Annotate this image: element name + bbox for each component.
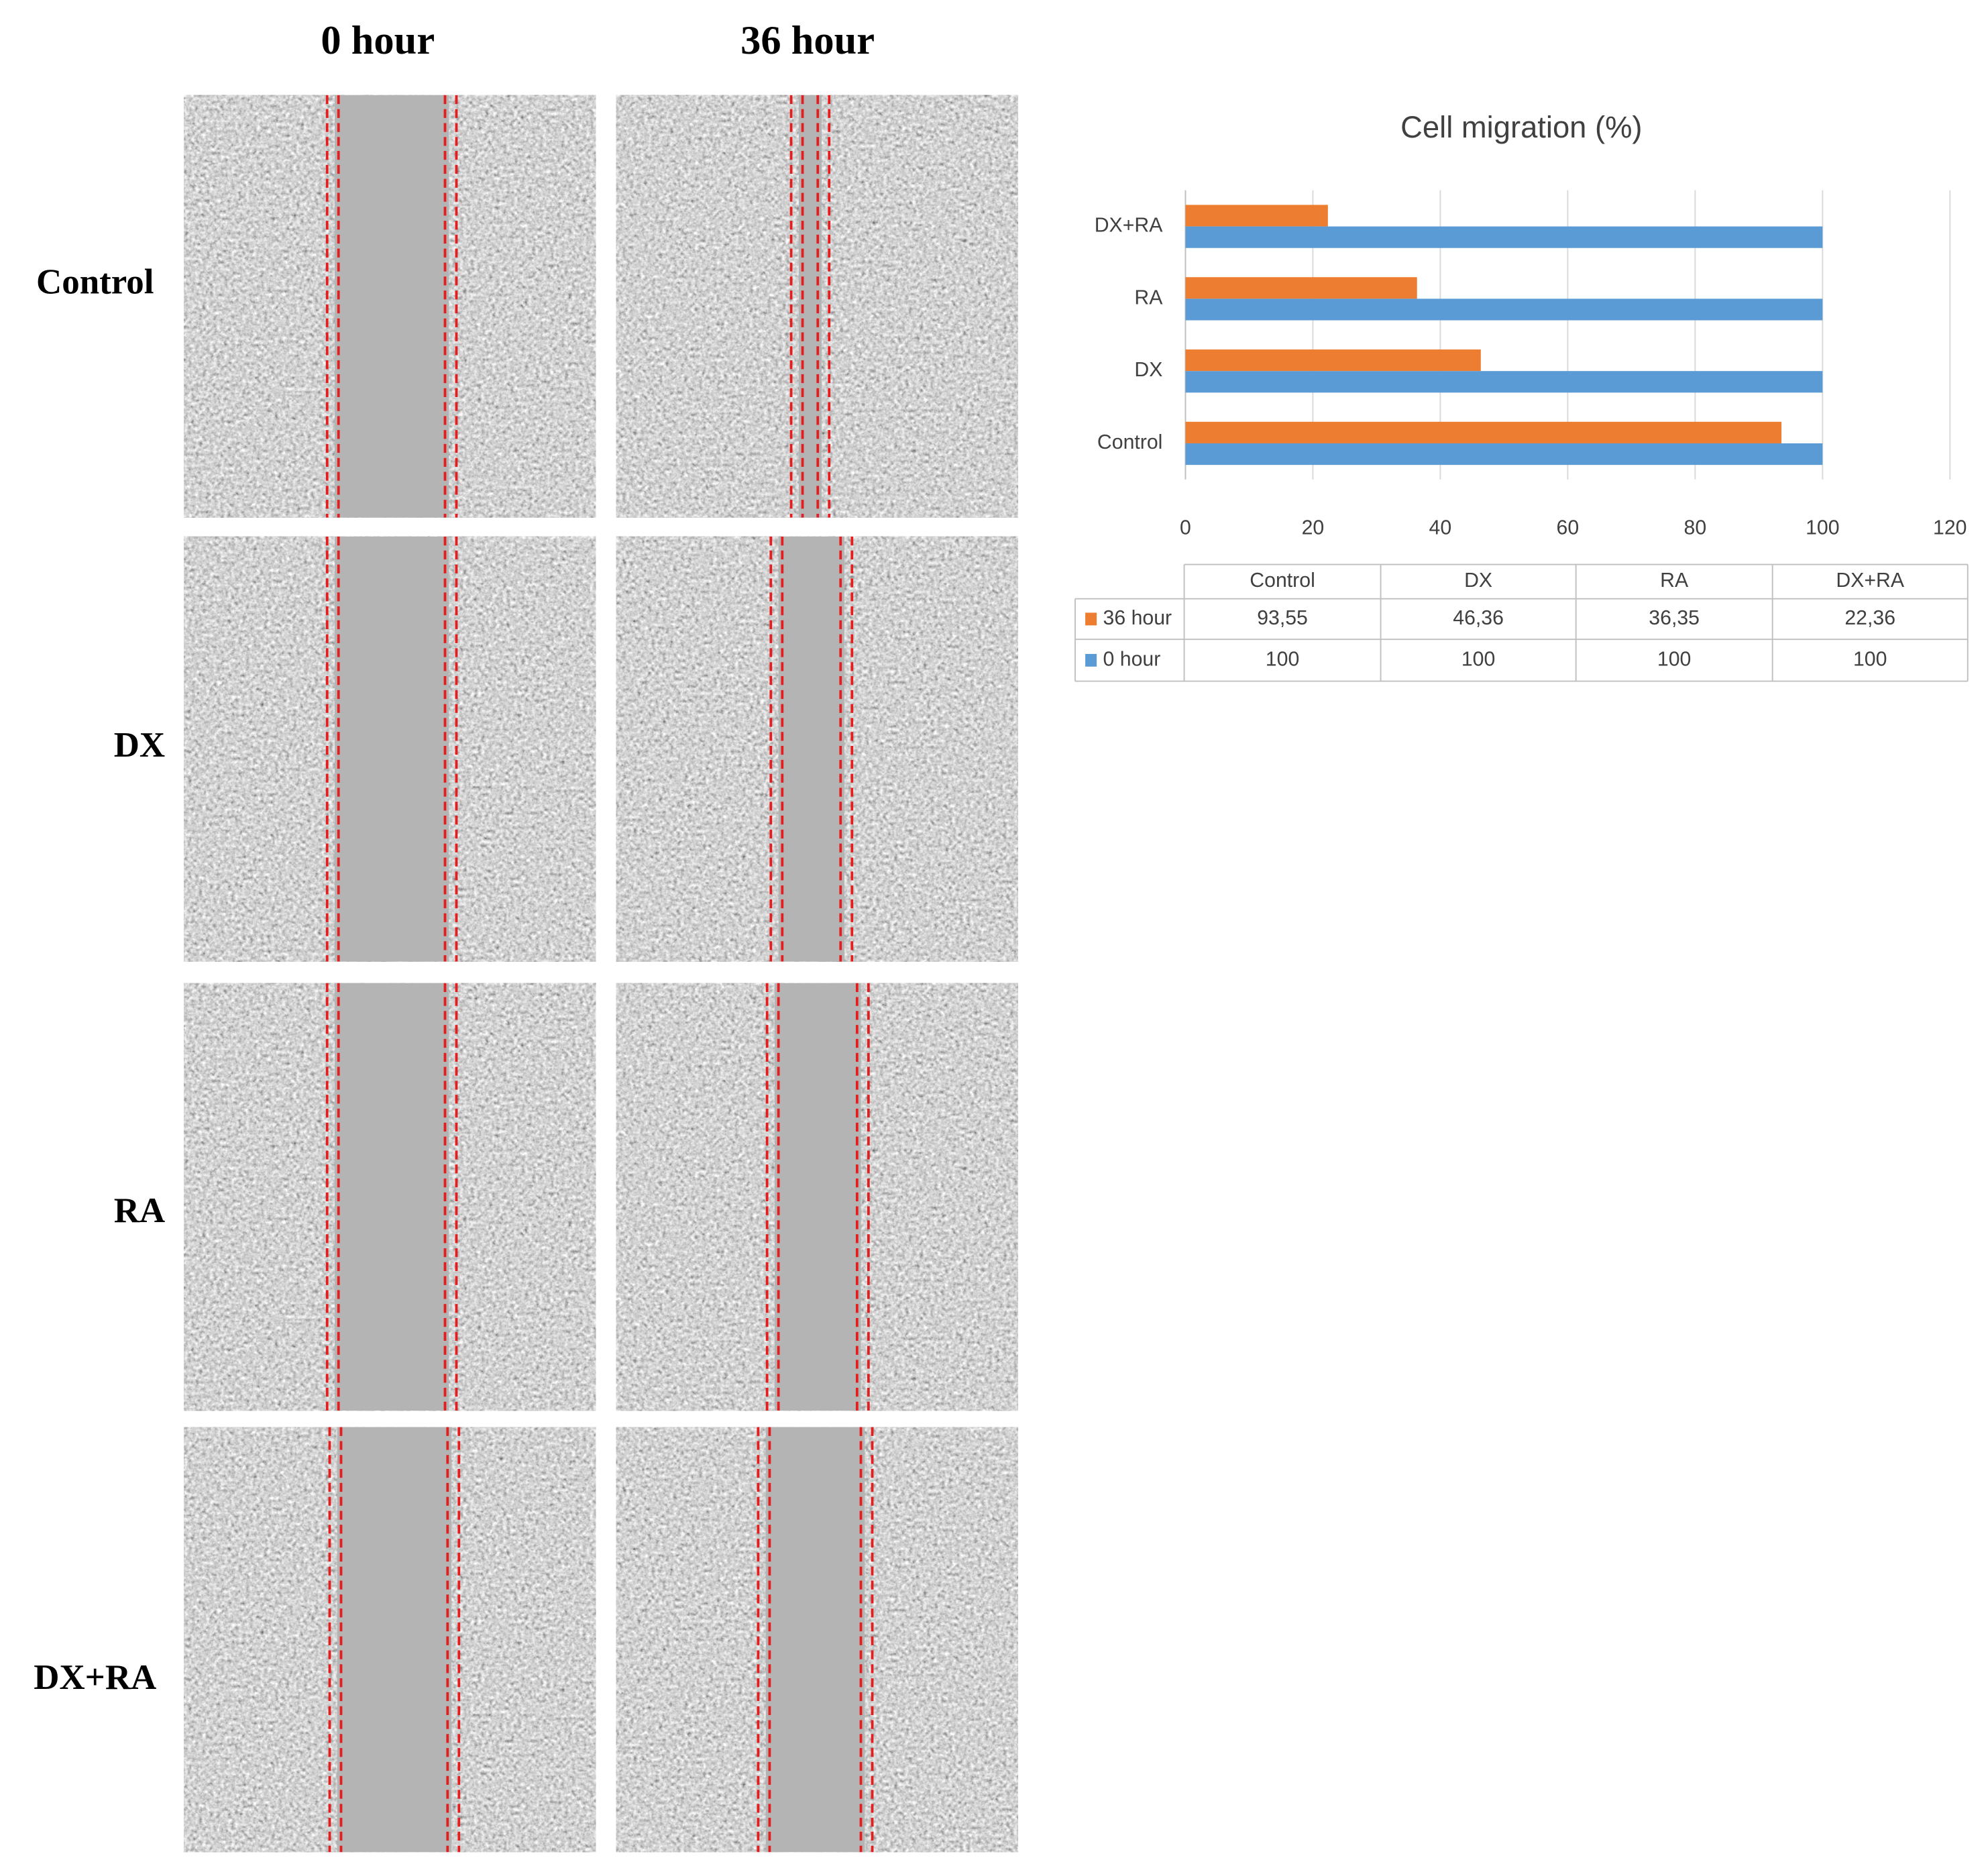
x-tick-label: 0 xyxy=(1180,517,1191,539)
table-header: Control xyxy=(1250,569,1315,592)
wound-gap xyxy=(335,536,449,962)
table-value: 93,55 xyxy=(1257,607,1308,629)
table-header: DX xyxy=(1464,569,1492,592)
legend-label: 36 hour xyxy=(1103,607,1172,629)
chart-title: Cell migration (%) xyxy=(1400,110,1642,144)
wound-gap xyxy=(335,983,449,1411)
wound-gap xyxy=(778,536,844,962)
table-value: 100 xyxy=(1657,648,1691,670)
wound-gap xyxy=(774,983,861,1411)
x-tick-label: 40 xyxy=(1429,517,1452,539)
row-label: RA xyxy=(114,1191,165,1230)
table-value: 36,35 xyxy=(1649,607,1700,629)
x-tick-label: 60 xyxy=(1557,517,1580,539)
wound-gap xyxy=(335,95,449,518)
bar xyxy=(1185,298,1823,321)
wound-gap xyxy=(337,1427,451,1853)
bar xyxy=(1185,371,1823,393)
column-title: 0 hour xyxy=(321,18,435,63)
bar xyxy=(1185,277,1417,299)
legend-swatch xyxy=(1085,612,1097,626)
legend-swatch xyxy=(1085,653,1097,667)
row-label: Control xyxy=(36,263,154,302)
y-tick-label: Control xyxy=(1097,431,1162,453)
x-tick-label: 120 xyxy=(1933,517,1967,539)
table-value: 22,36 xyxy=(1844,607,1895,629)
table-value: 100 xyxy=(1853,648,1887,670)
x-tick-label: 20 xyxy=(1302,517,1325,539)
table-value: 100 xyxy=(1266,648,1299,670)
table-header: DX+RA xyxy=(1836,569,1905,592)
x-tick-label: 100 xyxy=(1806,517,1839,539)
bar-chart: Cell migration (%) 0 20 40 60 80 100 120 Contro… xyxy=(1074,110,1969,682)
x-tick-label: 80 xyxy=(1684,517,1707,539)
table-value: 100 xyxy=(1461,648,1495,670)
bar xyxy=(1185,349,1481,372)
wound-gap xyxy=(765,1427,865,1853)
row-label: DX xyxy=(114,726,165,765)
bar xyxy=(1185,205,1328,227)
y-tick-label: DX+RA xyxy=(1095,215,1164,237)
bar xyxy=(1185,443,1823,465)
micrograph-grid: Control DX RA DX+RA xyxy=(34,95,1018,1853)
table-value: 46,36 xyxy=(1453,607,1504,629)
y-tick-label: DX xyxy=(1134,359,1162,381)
legend-label: 0 hour xyxy=(1103,648,1161,670)
table-header: RA xyxy=(1660,569,1689,592)
row-label: DX+RA xyxy=(34,1658,156,1697)
bar xyxy=(1185,226,1823,248)
column-title: 36 hour xyxy=(740,18,875,63)
bar xyxy=(1185,421,1782,443)
y-tick-label: RA xyxy=(1134,286,1163,309)
